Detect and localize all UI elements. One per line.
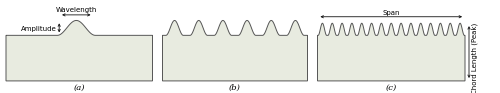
Text: (c): (c) bbox=[386, 84, 397, 92]
Text: Wavelength: Wavelength bbox=[56, 7, 97, 13]
Polygon shape bbox=[6, 20, 152, 81]
Text: Amplitude: Amplitude bbox=[21, 26, 57, 32]
Polygon shape bbox=[318, 23, 465, 81]
Polygon shape bbox=[162, 20, 308, 81]
Text: (b): (b) bbox=[229, 84, 241, 92]
Text: Span: Span bbox=[382, 10, 400, 16]
Text: Chord Length (Peak): Chord Length (Peak) bbox=[472, 23, 478, 93]
Text: (a): (a) bbox=[74, 84, 85, 92]
